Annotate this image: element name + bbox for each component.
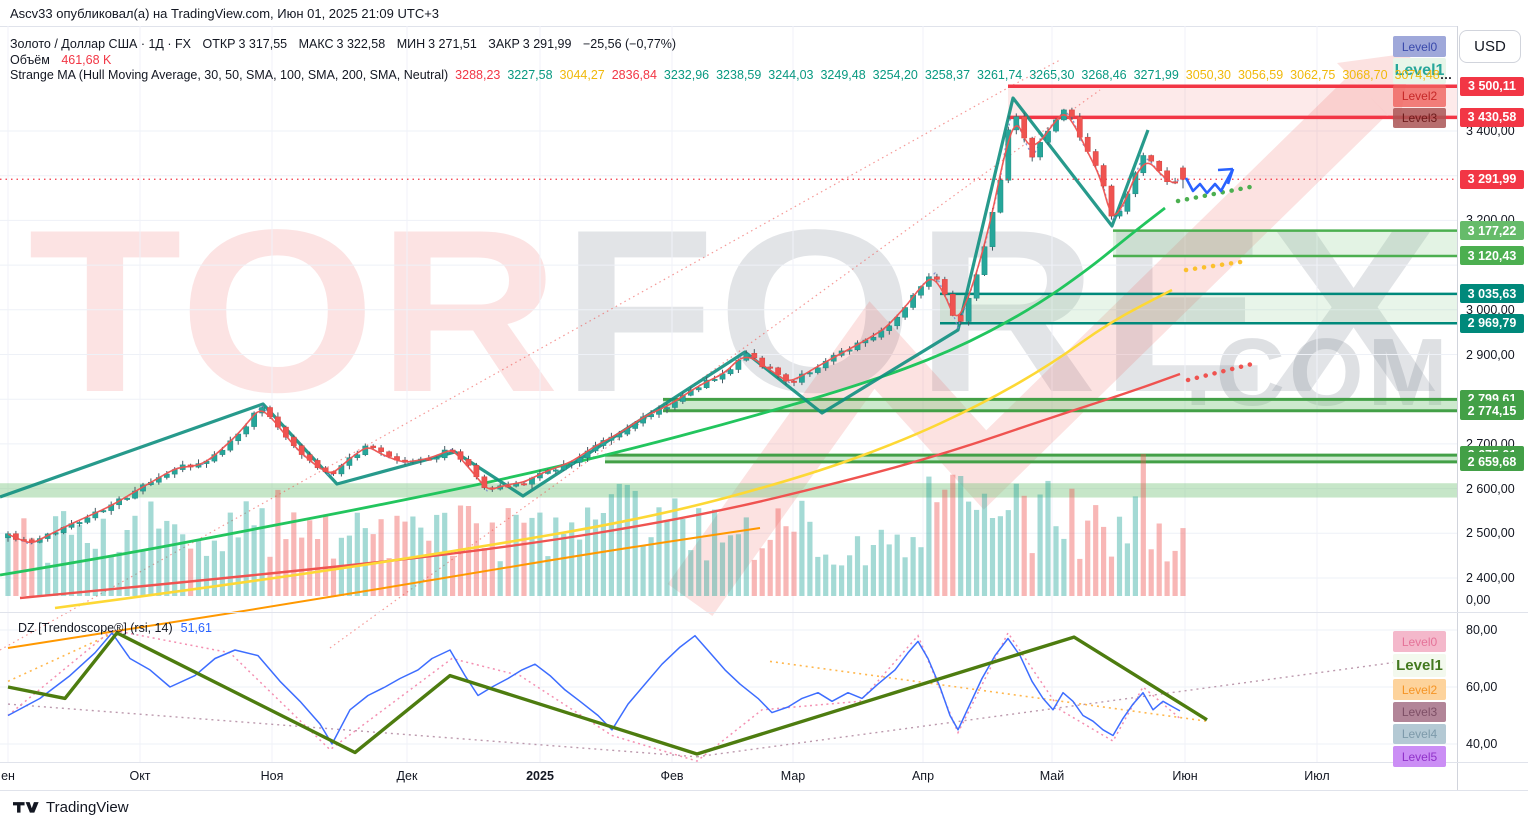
volume-zero-tick: 0,00 — [1466, 593, 1491, 607]
price-level-badge: 3 430,58 — [1460, 107, 1524, 127]
time-axis-label: Фев — [660, 769, 684, 783]
rsi-tick: 40,00 — [1466, 737, 1498, 751]
watermark-com: .COM — [1185, 319, 1452, 426]
price-tick: 2 400,00 — [1466, 571, 1515, 585]
price-tick: 3 400,00 — [1466, 124, 1515, 138]
bottom-bar: TradingView — [0, 791, 1528, 828]
ma-value: 3238,59 — [716, 68, 762, 82]
ma-indicator-title[interactable]: Strange MA (Hull Moving Average, 30, 50,… — [10, 68, 449, 82]
high-value: 3 322,58 — [336, 37, 386, 51]
volume-legend-row[interactable]: Объём 461,68 K — [10, 53, 111, 67]
time-axis-label: Июн — [1172, 769, 1198, 783]
rsi-tick: 80,00 — [1466, 623, 1498, 637]
publish-line: Ascv33 опубликовал(а) на TradingView.com… — [10, 6, 440, 21]
ma-value: 3258,37 — [924, 68, 971, 82]
level-badge-level2: Level2 — [1393, 85, 1446, 107]
chart-canvas[interactable] — [0, 26, 1457, 762]
ma-value: 3244,03 — [768, 68, 814, 82]
time-axis-label: Дек — [396, 769, 418, 783]
currency-toggle-button[interactable]: USD — [1459, 30, 1521, 63]
tradingview-logo-icon — [13, 802, 39, 813]
time-axis-label: Ноя — [260, 769, 284, 783]
torforex-watermark: TORFOREX — [28, 196, 1440, 428]
pane-separator[interactable] — [0, 612, 1528, 613]
price-tick: 2 500,00 — [1466, 526, 1515, 541]
change-value: −25,56 (−0,77%) — [582, 37, 677, 51]
price-tick: 2 900,00 — [1466, 347, 1515, 362]
ma-legend-row[interactable]: Strange MA (Hull Moving Average, 30, 50,… — [10, 68, 1452, 82]
axis-separator — [0, 762, 1528, 763]
ma-values: 3288,23 3227,58 3044,27 2836,84 3232,96 3238,… — [448, 68, 1440, 82]
ma-value: 3288,23 — [455, 68, 501, 82]
open-value: 3 317,55 — [238, 37, 288, 51]
time-axis-label: Июл — [1304, 769, 1330, 783]
price-level-badge: 3 500,11 — [1460, 76, 1524, 96]
close-value: 3 291,99 — [522, 37, 572, 51]
time-axis-label: 2025 — [526, 769, 554, 783]
ma-value: 3265,30 — [1029, 68, 1075, 82]
time-axis-label: Апр — [911, 769, 935, 783]
rsi-legend-row[interactable]: DZ [Trendoscope®] (rsi, 14) 51,61 — [18, 621, 212, 635]
time-axis-label: Май — [1039, 769, 1065, 783]
price-level-badge: 3 120,43 — [1460, 246, 1524, 266]
price-level-badge: 3 291,99 — [1460, 169, 1524, 189]
symbol-legend-row[interactable]: Золото / Доллар США · 1Д · FX ОТКР 3 317,… — [10, 37, 676, 51]
tradingview-brand[interactable]: TradingView — [13, 799, 129, 816]
level-badge-level1: Level1 — [1393, 654, 1446, 677]
time-axis-label: Мар — [780, 769, 806, 783]
ma-value: 3232,96 — [663, 68, 710, 82]
ma-value: 3062,75 — [1290, 68, 1336, 82]
ma-value: 3254,20 — [872, 68, 918, 82]
watermark-forex: FOREX — [561, 182, 1440, 441]
level-badge-level0: Level0 — [1393, 631, 1446, 652]
price-tick: 2 600,00 — [1466, 481, 1515, 496]
volume-value: 461,68 K — [61, 53, 112, 67]
level-badge-level3: Level3 — [1393, 108, 1446, 128]
ma-value: 3074,48 — [1394, 68, 1440, 82]
level-badge-level2: Level2 — [1393, 679, 1446, 700]
ma-value: 3050,30 — [1185, 68, 1231, 82]
ma-value: 3068,70 — [1342, 68, 1388, 82]
time-axis-label: Окт — [129, 769, 151, 783]
low-value: 3 271,51 — [428, 37, 477, 51]
ma-value: 3056,59 — [1237, 68, 1284, 82]
ma-value: 3271,99 — [1133, 68, 1179, 82]
level-badge-level5: Level5 — [1393, 746, 1446, 767]
level-badge-level3: Level3 — [1393, 702, 1446, 722]
price-level-badge: 3 035,63 — [1460, 284, 1524, 304]
price-level-badge: 2 969,79 — [1460, 313, 1524, 333]
level-badge-level0: Level0 — [1393, 36, 1446, 57]
symbol-title[interactable]: Золото / Доллар США · 1Д · FX — [10, 37, 191, 51]
publish-header: Ascv33 опубликовал(а) на TradingView.com… — [0, 0, 1528, 27]
rsi-tick: 60,00 — [1466, 680, 1498, 694]
open-label: ОТКР — [202, 37, 236, 51]
ma-value: 3268,46 — [1081, 68, 1127, 82]
price-level-badge: 2 659,68 — [1460, 452, 1524, 472]
tradingview-brand-label: TradingView — [46, 799, 129, 816]
price-level-badge: 2 774,15 — [1460, 401, 1524, 421]
low-label: МИН — [396, 37, 426, 51]
price-tick: 3 000,00 — [1466, 302, 1515, 317]
ma-value: 3261,74 — [977, 68, 1023, 82]
volume-label[interactable]: Объём — [10, 53, 50, 67]
level-badge-level1: Level1 — [1393, 58, 1446, 84]
rsi-value: 51,61 — [180, 621, 212, 635]
price-level-badge: 3 177,22 — [1460, 221, 1524, 241]
watermark-tor: TOR — [28, 182, 562, 441]
rsi-title[interactable]: DZ [Trendoscope®] (rsi, 14) — [18, 621, 173, 635]
ma-value: 2836,84 — [611, 68, 657, 82]
time-axis[interactable]: ен Окт Ноя Дек 2025 Фев Мар Апр Май Июн Июл — [0, 762, 1457, 790]
ma-value: 3227,58 — [507, 68, 553, 82]
time-axis-label: ен — [1, 769, 15, 783]
high-label: МАКС — [298, 37, 334, 51]
price-axis[interactable]: 3 400,003 200,003 000,002 900,002 700,00… — [1457, 26, 1528, 790]
close-label: ЗАКР — [488, 37, 520, 51]
level-badge-level4: Level4 — [1393, 724, 1446, 744]
legend-ellipsis: … — [1439, 68, 1453, 82]
ma-value: 3044,27 — [559, 68, 605, 82]
ma-value: 3249,48 — [820, 68, 866, 82]
footer-separator — [0, 790, 1528, 791]
